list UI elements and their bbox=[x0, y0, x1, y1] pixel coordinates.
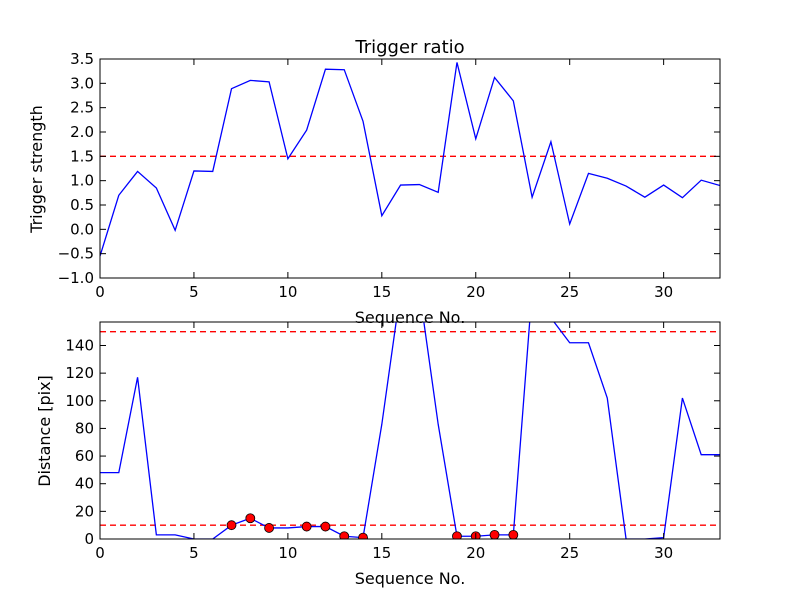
y-tick-label: 2.5 bbox=[70, 99, 94, 117]
y-tick-label: 0.5 bbox=[70, 196, 94, 214]
y-tick-label: 80 bbox=[75, 419, 94, 437]
distance-chart: 0 5 10 15 20 25 30 0 20 40 60 80 100 120 140 Sequence … bbox=[35, 321, 721, 588]
axis-ticks: 0 5 10 15 20 25 30 −1.0 −0.5 0.0 0.5 1.0 1.5 2.0 2.5 3.… bbox=[58, 50, 720, 301]
data-point-marker bbox=[358, 532, 368, 539]
y-tick-label: 1.0 bbox=[70, 172, 94, 190]
plot-area bbox=[100, 322, 720, 539]
x-axis-label: Sequence No. bbox=[355, 308, 466, 327]
y-tick-label: 100 bbox=[65, 392, 94, 410]
y-tick-label: 120 bbox=[65, 364, 94, 382]
y-tick-label: 3.0 bbox=[70, 74, 94, 92]
data-point-marker bbox=[245, 513, 256, 524]
x-tick-label: 30 bbox=[654, 544, 673, 562]
data-point-marker bbox=[301, 521, 312, 532]
x-tick-label: 25 bbox=[560, 544, 579, 562]
chart-title: Trigger ratio bbox=[354, 37, 464, 58]
x-tick-label: 0 bbox=[95, 544, 105, 562]
data-point-marker bbox=[226, 520, 237, 531]
data-point-marker bbox=[264, 523, 274, 533]
axis-ticks: 0 5 10 15 20 25 30 0 20 40 60 80 100 120 140 bbox=[65, 322, 720, 562]
y-axis-label: Distance [pix] bbox=[35, 375, 54, 487]
data-point-marker bbox=[489, 529, 500, 539]
plot-area bbox=[100, 62, 720, 257]
y-tick-label: 1.5 bbox=[70, 147, 94, 165]
data-point-marker bbox=[320, 521, 331, 532]
x-tick-label: 30 bbox=[654, 283, 673, 301]
x-tick-label: 5 bbox=[189, 544, 199, 562]
series-line bbox=[100, 322, 720, 539]
y-tick-label: −1.0 bbox=[58, 269, 94, 287]
y-tick-label: 0 bbox=[84, 530, 94, 548]
x-axis-label: Sequence No. bbox=[355, 569, 466, 588]
y-tick-label: 20 bbox=[75, 502, 94, 520]
y-axis-label: Trigger strength bbox=[27, 105, 46, 234]
y-tick-label: 40 bbox=[75, 475, 94, 493]
y-tick-label: 2.0 bbox=[70, 123, 94, 141]
y-tick-label: 3.5 bbox=[70, 50, 94, 68]
x-tick-label: 20 bbox=[466, 544, 485, 562]
x-tick-label: 10 bbox=[278, 544, 297, 562]
y-tick-label: −0.5 bbox=[58, 245, 94, 263]
y-tick-label: 60 bbox=[75, 447, 94, 465]
plot-frame bbox=[99, 58, 721, 279]
x-tick-label: 25 bbox=[560, 283, 579, 301]
data-point-marker bbox=[452, 531, 462, 539]
x-tick-label: 5 bbox=[189, 283, 199, 301]
y-tick-label: 0.0 bbox=[70, 220, 94, 238]
data-point-marker bbox=[339, 531, 350, 539]
plot-frame bbox=[99, 321, 721, 540]
x-tick-label: 15 bbox=[372, 283, 391, 301]
series-line bbox=[100, 62, 720, 257]
x-tick-label: 15 bbox=[372, 544, 391, 562]
x-tick-label: 20 bbox=[466, 283, 485, 301]
data-point-marker bbox=[508, 529, 519, 539]
x-tick-label: 10 bbox=[278, 283, 297, 301]
y-tick-label: 140 bbox=[65, 336, 94, 354]
x-tick-label: 0 bbox=[95, 283, 105, 301]
